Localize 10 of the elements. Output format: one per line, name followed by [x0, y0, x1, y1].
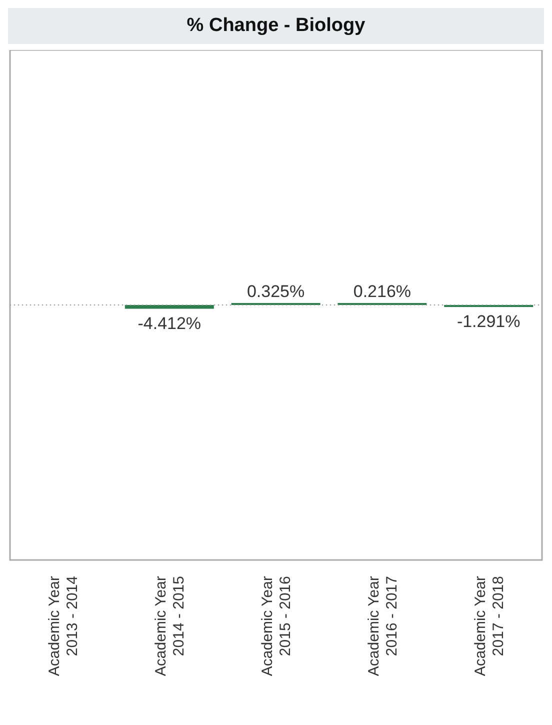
x-tick-label: Academic Year 2014 - 2015	[152, 576, 188, 676]
x-tick-label: Academic Year 2015 - 2016	[259, 576, 294, 676]
x-tick-label: Academic Year 2013 - 2014	[46, 576, 82, 676]
x-tick-label: Academic Year 2016 - 2017	[365, 576, 400, 676]
data-label: -4.412%	[138, 314, 202, 333]
data-label: 0.216%	[353, 282, 412, 301]
data-label: -1.291%	[456, 312, 520, 331]
chart-title: % Change - Biology	[8, 8, 544, 44]
data-label: 0.325%	[246, 282, 305, 301]
x-tick-label: Academic Year 2017 - 2018	[472, 576, 507, 676]
